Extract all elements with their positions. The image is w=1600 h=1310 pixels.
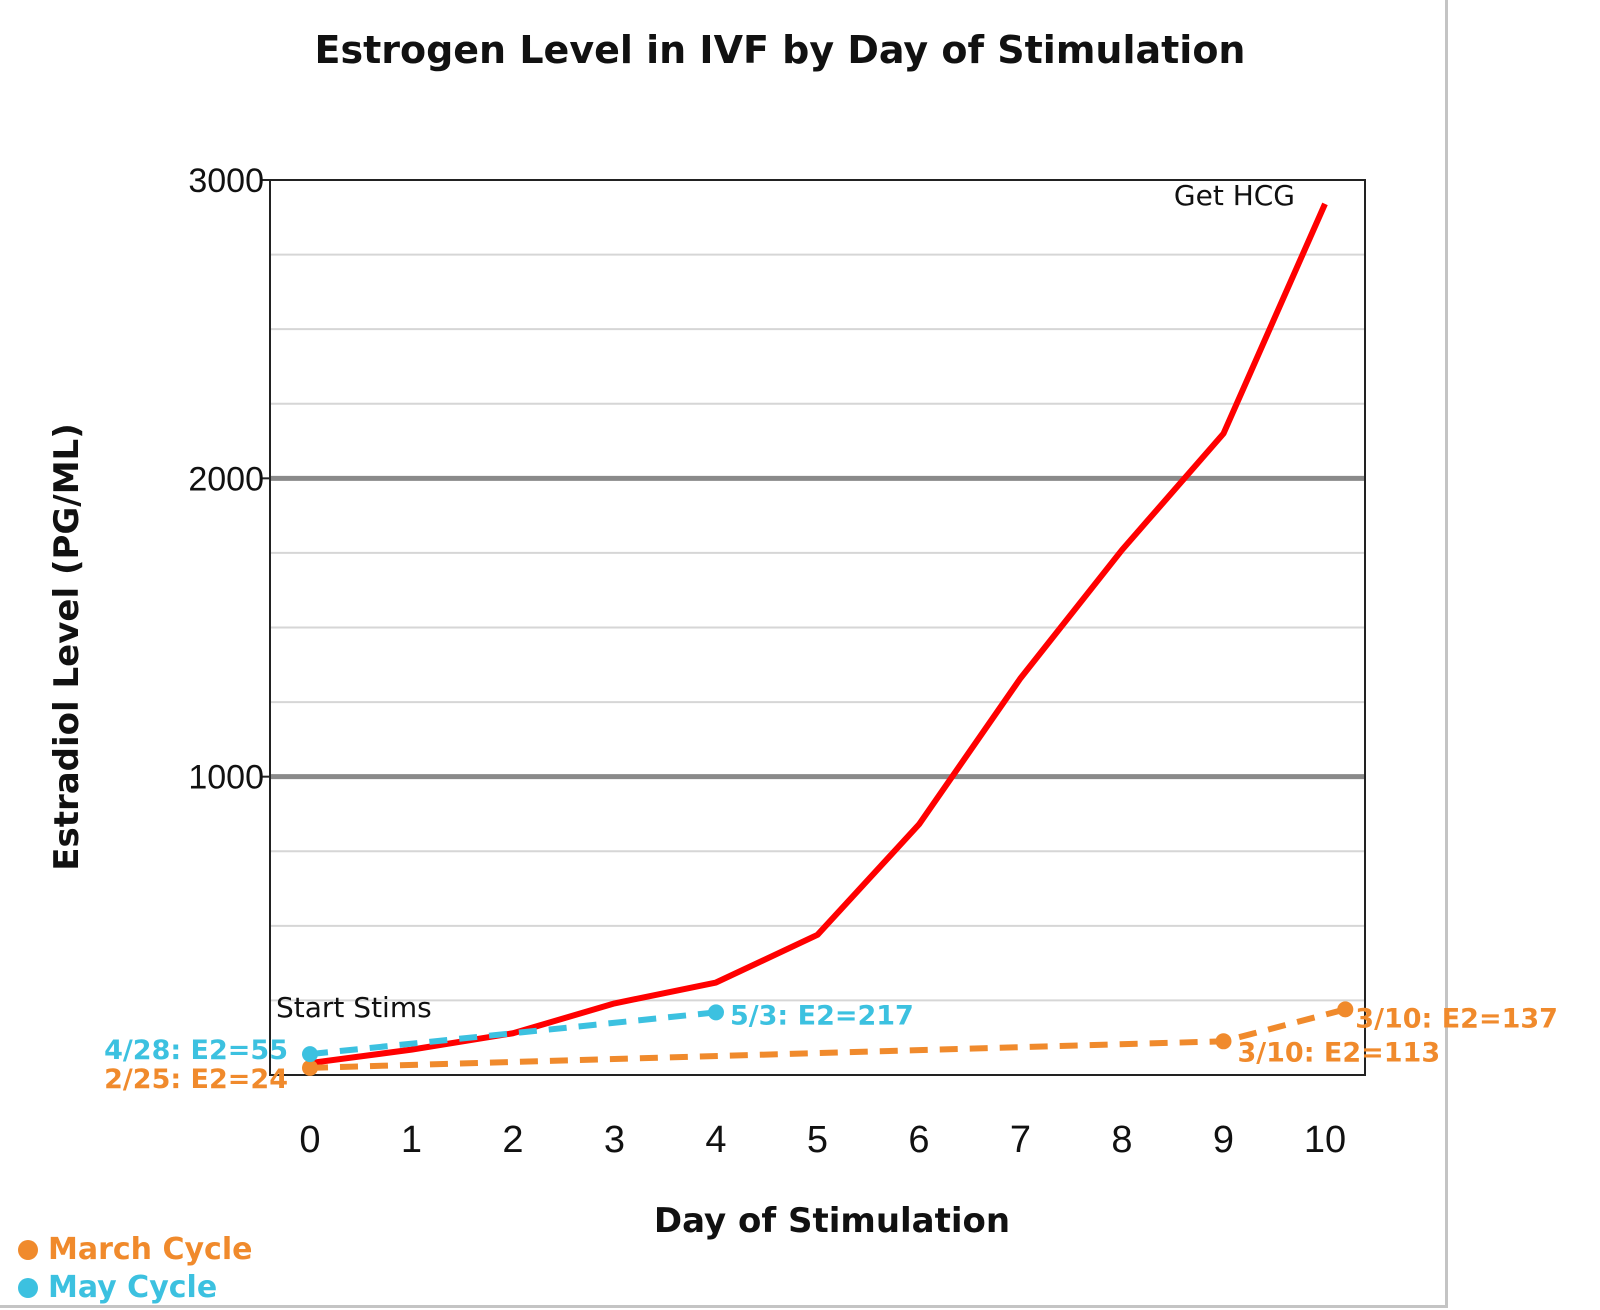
x-tick-label: 10 xyxy=(1304,1119,1346,1161)
axes xyxy=(269,179,1366,1076)
y-ticks: 1000 2000 3000 xyxy=(188,162,270,797)
data-point xyxy=(1337,1001,1354,1018)
x-tick-label: 7 xyxy=(1010,1119,1031,1161)
plot-area-border xyxy=(269,179,1366,1076)
series-line-0 xyxy=(309,202,1328,1067)
chart-title: Estrogen Level in IVF by Day of Stimulat… xyxy=(315,28,1246,72)
grid xyxy=(270,253,1365,1002)
y-axis-label: Estradiol Level (PG/ML) xyxy=(47,423,87,871)
point-label: 3/10: E2=113 xyxy=(1238,1037,1441,1068)
legend-may-marker xyxy=(18,1277,38,1298)
y-tick-label: 2000 xyxy=(188,460,264,498)
x-tick-label: 8 xyxy=(1111,1119,1132,1161)
data-point xyxy=(302,1059,318,1076)
y-tick-label: 3000 xyxy=(188,162,264,200)
legend-march-label: March Cycle xyxy=(48,1232,253,1267)
legend-item-march: March Cycle xyxy=(18,1232,252,1267)
x-tick-label: 9 xyxy=(1213,1119,1234,1161)
annotations: 4/28: E2=55 5/3: E2=217 2/25: E2=24 3/10: E… xyxy=(104,179,1558,1095)
point-label: 4/28: E2=55 xyxy=(104,1035,288,1066)
annotation-get-hcg: Get HCG xyxy=(1174,179,1295,212)
point-label: 3/10: E2=137 xyxy=(1355,1003,1558,1034)
legend-may-label: May Cycle xyxy=(48,1270,218,1305)
series-line-2 xyxy=(309,1009,717,1058)
x-tick-label: 6 xyxy=(908,1119,929,1161)
legend-march-marker xyxy=(18,1239,38,1260)
x-ticks: 0 1 2 3 4 5 6 7 8 9 10 xyxy=(299,1119,1346,1161)
data-point xyxy=(302,1046,318,1063)
point-label: 2/25: E2=24 xyxy=(104,1064,288,1095)
x-tick-label: 5 xyxy=(807,1119,828,1161)
series-group xyxy=(302,202,1354,1076)
x-tick-label: 3 xyxy=(604,1119,625,1161)
data-point xyxy=(708,1004,724,1021)
x-tick-label: 4 xyxy=(705,1119,726,1161)
chart-frame xyxy=(0,0,1448,1308)
legend-item-may: May Cycle xyxy=(18,1270,217,1305)
annotation-start-stims: Start Stims xyxy=(276,991,432,1024)
point-label: 5/3: E2=217 xyxy=(730,1000,914,1031)
data-point xyxy=(1215,1033,1232,1050)
x-tick-label: 0 xyxy=(299,1119,320,1161)
y-tick-label: 1000 xyxy=(188,759,264,797)
x-tick-label: 2 xyxy=(502,1119,523,1161)
x-axis-label: Day of Stimulation xyxy=(654,1201,1010,1241)
x-tick-label: 1 xyxy=(401,1119,422,1161)
